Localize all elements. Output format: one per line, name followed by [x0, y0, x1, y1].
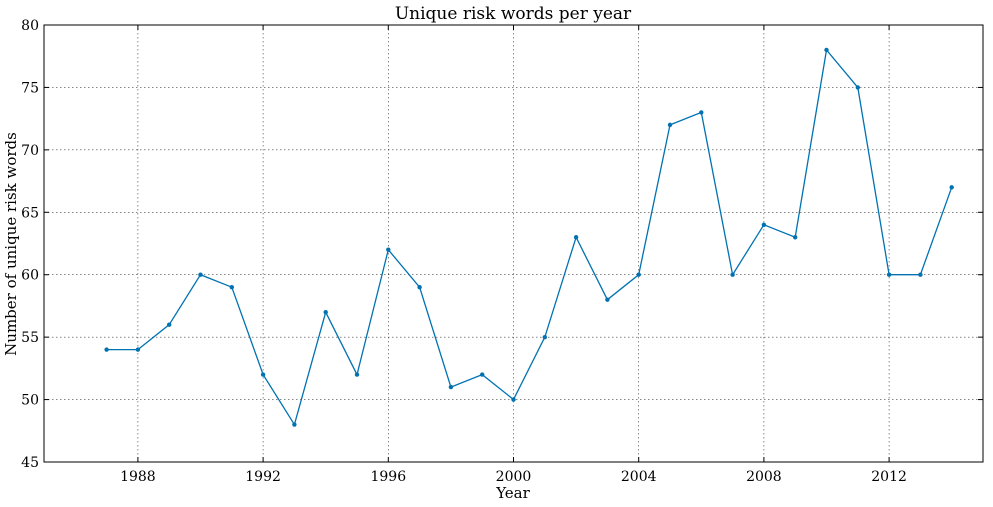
data-point — [605, 297, 610, 302]
data-point — [386, 247, 391, 252]
x-tick-label: 2004 — [621, 469, 657, 485]
x-tick-label: 2008 — [746, 469, 782, 485]
data-point — [229, 285, 234, 290]
data-point — [511, 397, 516, 402]
data-point — [260, 372, 266, 377]
data-point — [323, 309, 328, 315]
data-point — [198, 272, 203, 277]
grid — [44, 25, 983, 462]
data-point — [636, 272, 641, 277]
x-tick-label: 1996 — [370, 469, 406, 485]
axes: 1988 1992 1996 2000 2004 2008 2012 45 50 55 60 65 70… — [21, 18, 984, 485]
data-point — [886, 272, 892, 277]
data-point — [354, 372, 360, 377]
data-point — [104, 347, 109, 352]
y-tick-label: 45 — [21, 455, 39, 471]
data-point — [699, 110, 704, 115]
y-tick-label: 50 — [21, 393, 39, 409]
y-axis-title: Number of unique risk words — [2, 132, 20, 356]
y-tick-label: 60 — [21, 268, 39, 284]
data-point — [292, 422, 297, 427]
data-point — [793, 235, 798, 240]
data-point — [824, 47, 829, 53]
x-tick-label: 1992 — [245, 469, 281, 485]
y-tick-label: 55 — [21, 330, 39, 346]
y-tick-label: 75 — [21, 80, 39, 96]
data-point — [448, 384, 454, 390]
data-point — [918, 272, 923, 277]
y-tick-label: 70 — [21, 143, 39, 159]
data-point — [949, 185, 954, 190]
data-point — [667, 122, 673, 128]
data-point — [167, 322, 172, 327]
data-point — [542, 334, 547, 340]
y-tick-label: 80 — [21, 18, 39, 34]
series-line — [106, 48, 953, 427]
series-layer — [104, 47, 954, 427]
plot-frame — [43, 24, 984, 463]
data-point — [855, 85, 860, 90]
data-point — [761, 222, 767, 227]
x-tick-label: 2000 — [496, 469, 532, 485]
chart-title: Unique risk words per year — [395, 4, 632, 24]
data-point — [573, 235, 579, 240]
y-tick-label: 65 — [21, 205, 39, 221]
x-tick-label: 1988 — [120, 469, 156, 485]
x-tick-label: 2012 — [871, 469, 907, 485]
x-axis-title: Year — [495, 484, 530, 502]
data-point — [135, 347, 141, 352]
data-point — [730, 272, 735, 277]
data-point — [417, 285, 422, 290]
data-point — [480, 372, 485, 377]
